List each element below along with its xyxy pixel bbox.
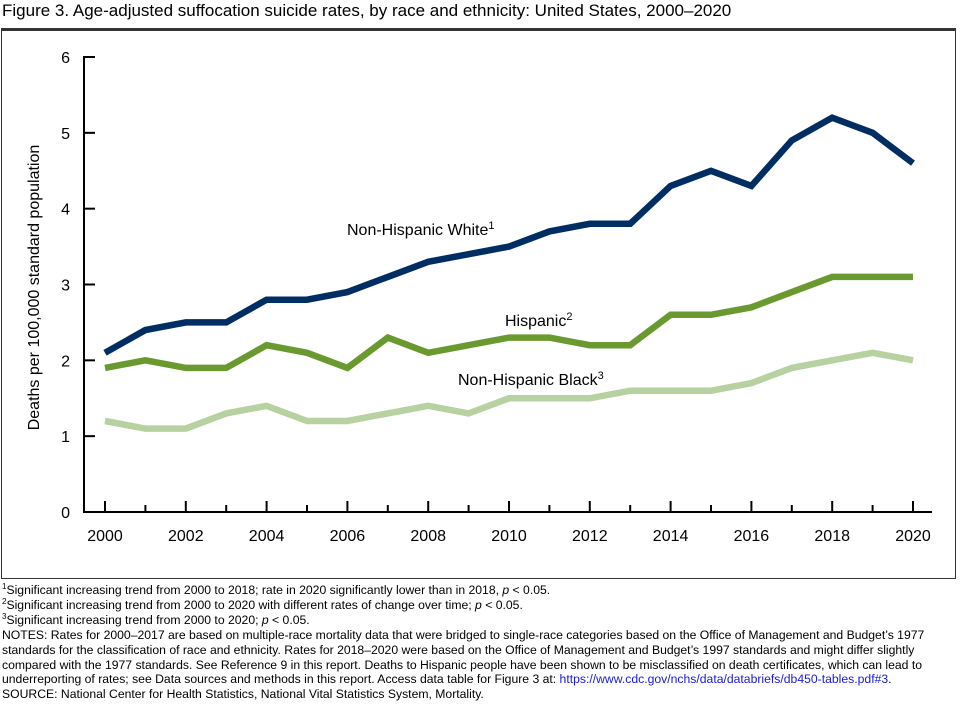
series-label-footnote: 1 — [488, 220, 494, 232]
x-tick-label: 2008 — [410, 528, 446, 545]
series-label-name: Non-Hispanic White — [347, 222, 488, 239]
series-line-hispanic — [104, 273, 913, 372]
y-tick-label: 2 — [61, 353, 70, 370]
footnote-1: 1Significant increasing trend from 2000 … — [2, 583, 958, 598]
series-label-footnote: 3 — [598, 370, 604, 382]
x-tick-label: 2016 — [734, 528, 770, 545]
footnote-mark: 1 — [2, 582, 7, 591]
axes: 0 1 2 3 4 5 6 2000 2002 2004 2006 2008 2010 2012 2014 2… — [26, 50, 932, 545]
series-labels: Non-Hispanic White1 Hispanic2 Non-Hispanic… — [347, 220, 604, 389]
footnote-text: Significant increasing trend from 2000 t… — [6, 612, 262, 627]
x-tick-label: 2020 — [895, 528, 931, 545]
series-label: Non-Hispanic Black3 — [458, 370, 604, 389]
series-label-name: Non-Hispanic Black — [458, 372, 599, 389]
footnote-mark: 3 — [2, 611, 7, 621]
x-tick-label: 2014 — [653, 528, 689, 545]
footnote-3: 3Significant increasing trend from 2000 … — [2, 611, 958, 628]
footnote-text: < 0.05. — [268, 612, 310, 627]
footnote-2: 2Significant increasing trend from 2000 … — [2, 596, 958, 613]
x-tick-label: 2010 — [491, 528, 527, 545]
x-tick-label: 2012 — [572, 528, 608, 545]
notes-period: . — [888, 672, 892, 687]
y-tick-label: 5 — [61, 126, 70, 143]
x-tick-label: 2000 — [87, 528, 123, 545]
footnote-text: Significant increasing trend from 2000 t… — [6, 583, 503, 597]
x-tick-label: 2004 — [249, 528, 285, 545]
y-tick-label: 0 — [61, 505, 70, 522]
p-symbol: p — [475, 597, 482, 612]
source-line: SOURCE: National Center for Health Stati… — [2, 687, 484, 702]
y-tick-label: 6 — [61, 50, 70, 67]
p-symbol: p — [261, 612, 269, 627]
x-tick-label: 2006 — [330, 528, 366, 545]
y-tick-label: 4 — [61, 202, 70, 219]
y-tick-label: 3 — [61, 278, 70, 295]
series-line-non-hispanic-black — [104, 349, 914, 432]
series-line-non-hispanic-white — [103, 114, 915, 356]
series-label: Non-Hispanic White1 — [347, 220, 495, 239]
y-tick-label: 1 — [61, 429, 70, 446]
notes-section: 1Significant increasing trend from 2000 … — [2, 583, 958, 702]
data-table-link[interactable]: https://www.cdc.gov/nchs/data/databriefs… — [559, 672, 889, 687]
chart-frame — [1, 28, 956, 579]
x-tick-label: 2018 — [814, 528, 850, 545]
footnote-mark: 2 — [2, 596, 7, 606]
y-axis-title: Deaths per 100,000 standard population — [26, 145, 43, 431]
series-label-footnote: 2 — [566, 311, 572, 323]
notes-paragraph: NOTES: Rates for 2000–2017 are based on … — [2, 628, 958, 688]
footnote-text: < 0.05. — [509, 583, 551, 597]
series-label: Hispanic2 — [505, 311, 572, 330]
line-chart: 0 1 2 3 4 5 6 2000 2002 2004 2006 2008 2010 2012 2014 2… — [26, 50, 932, 545]
notes-text: NOTES: Rates for 2000–2017 are based on … — [2, 627, 925, 687]
x-tick-label: 2002 — [168, 528, 204, 545]
series-label-name: Hispanic — [505, 313, 566, 330]
figure-title: Figure 3. Age-adjusted suffocation suici… — [2, 1, 732, 20]
series-lines — [103, 114, 915, 432]
footnote-text: < 0.05. — [481, 597, 523, 612]
p-symbol: p — [502, 583, 510, 597]
footnote-text: Significant increasing trend from 2000 t… — [6, 597, 476, 612]
